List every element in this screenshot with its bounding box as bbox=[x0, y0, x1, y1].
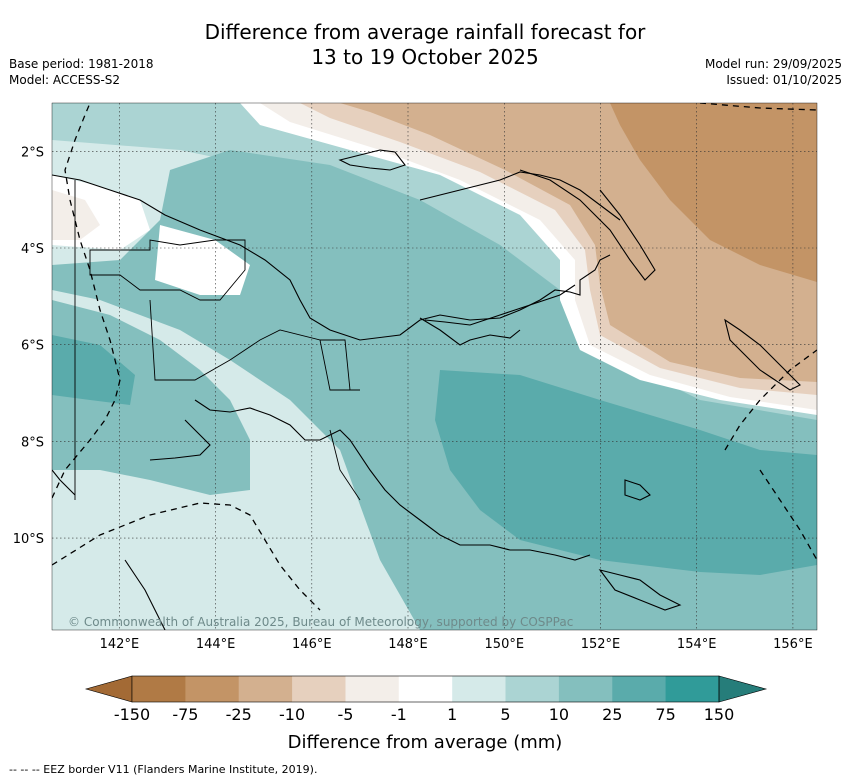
south-west-coast bbox=[149, 419, 211, 461]
province-border-3 bbox=[320, 339, 351, 391]
colorbar-swatch bbox=[398, 676, 453, 702]
borders bbox=[74, 180, 361, 501]
colorbar-swatch bbox=[185, 676, 240, 702]
new-guinea-north-coast bbox=[52, 174, 611, 341]
chart-title: Difference from average rainfall forecas… bbox=[0, 20, 850, 70]
colorbar-swatch bbox=[452, 676, 506, 702]
model-run: Model run: 29/09/2025 bbox=[704, 57, 842, 71]
lon-tick-label: 150°E bbox=[485, 637, 525, 652]
colorbar-frame bbox=[131, 675, 720, 703]
lon-tick-label: 156°E bbox=[773, 637, 813, 652]
eez-north-east bbox=[699, 103, 817, 111]
band-25-to-75-east bbox=[435, 370, 817, 575]
colorbar-tick-label: -25 bbox=[226, 705, 252, 724]
new-guinea-south-coast bbox=[194, 399, 591, 561]
band-near-zero-inland bbox=[155, 225, 250, 295]
coastlines bbox=[52, 149, 801, 630]
colorbar-swatch bbox=[345, 676, 400, 702]
colorbar-tick-label: 75 bbox=[655, 705, 675, 724]
lon-tick-label: 148°E bbox=[388, 637, 428, 652]
new-ireland bbox=[519, 169, 656, 281]
colorbar-title: Difference from average (mm) bbox=[288, 732, 563, 753]
manus-island bbox=[338, 149, 406, 171]
louisiade-archipelago bbox=[598, 569, 682, 611]
province-border-1 bbox=[89, 239, 246, 301]
colorbar-tick-label: 25 bbox=[602, 705, 622, 724]
colorbar-tick-label: -10 bbox=[279, 705, 305, 724]
lat-tick-label: 8°S bbox=[21, 435, 44, 450]
colorbar-extend-high bbox=[718, 675, 768, 703]
new-britain bbox=[419, 171, 621, 221]
latitude-labels: 2°S 4°S 6°S 8°S 10°S bbox=[13, 145, 44, 547]
west-coast bbox=[52, 469, 76, 496]
lon-tick-label: 152°E bbox=[581, 637, 621, 652]
base-period: Base period: 1981-2018 bbox=[9, 57, 154, 71]
colorbar-swatch bbox=[292, 676, 346, 702]
colorbar: -150 -75 -25 -10 -5 -1 1 5 10 25 75 150 bbox=[84, 675, 768, 724]
colorbar-extend-low bbox=[84, 675, 133, 703]
colorbar-tick-label: 5 bbox=[500, 705, 510, 724]
eez-borders bbox=[52, 103, 817, 611]
band-minus-5-west bbox=[52, 190, 100, 240]
colorbar-swatch bbox=[665, 676, 720, 702]
copyright-notice: © Commonwealth of Australia 2025, Bureau… bbox=[68, 615, 573, 629]
huon-coast bbox=[419, 317, 521, 346]
issued-date: Issued: 01/10/2025 bbox=[726, 73, 842, 87]
lat-tick-label: 6°S bbox=[21, 339, 44, 354]
province-border-2 bbox=[149, 299, 360, 391]
colorbar-swatch bbox=[238, 676, 293, 702]
bougainville bbox=[724, 318, 801, 391]
woodlark-island bbox=[624, 479, 651, 501]
colorbar-tick-label: -150 bbox=[114, 705, 150, 724]
lat-tick-label: 4°S bbox=[21, 242, 44, 257]
colorbar-tick-label: 10 bbox=[549, 705, 569, 724]
colorbar-swatch bbox=[505, 676, 560, 702]
lon-tick-label: 146°E bbox=[292, 637, 332, 652]
map-frame bbox=[51, 102, 818, 631]
cape-york bbox=[124, 559, 166, 630]
eez-east bbox=[724, 349, 817, 451]
model-name: Model: ACCESS-S2 bbox=[9, 73, 121, 87]
lon-tick-label: 144°E bbox=[196, 637, 236, 652]
colorbar-swatch bbox=[612, 676, 667, 702]
gridlines bbox=[52, 103, 817, 630]
band-25-to-75-west bbox=[52, 335, 135, 405]
lon-tick-label: 142°E bbox=[100, 637, 140, 652]
colorbar-tick-label: 150 bbox=[704, 705, 735, 724]
lon-tick-label: 154°E bbox=[677, 637, 717, 652]
map-area bbox=[52, 103, 817, 630]
eez-west bbox=[52, 103, 121, 499]
new-britain-south bbox=[424, 284, 576, 326]
lat-tick-label: 2°S bbox=[21, 145, 44, 160]
eez-south bbox=[52, 502, 321, 611]
band-minus-75-to-minus-25 bbox=[610, 103, 817, 282]
eez-legend: -- -- -- EEZ border V11 (Flanders Marine… bbox=[9, 763, 318, 776]
longitude-labels: 142°E 144°E 146°E 148°E 150°E 152°E 154°E 156°E bbox=[100, 637, 813, 652]
colorbar-tick-label: 1 bbox=[447, 705, 457, 724]
eez-south-east bbox=[759, 469, 817, 561]
colorbar-swatch bbox=[558, 676, 613, 702]
title-line-1: Difference from average rainfall forecas… bbox=[204, 20, 646, 44]
colorbar-tick-label: -5 bbox=[338, 705, 354, 724]
title-line-2: 13 to 19 October 2025 bbox=[311, 45, 539, 69]
province-border-4 bbox=[329, 429, 361, 501]
colorbar-swatch bbox=[132, 676, 186, 702]
colorbar-tick-label: -75 bbox=[172, 705, 198, 724]
lat-tick-label: 10°S bbox=[13, 532, 44, 547]
meta-left: Base period: 1981-2018 Model: ACCESS-S2 bbox=[9, 56, 154, 88]
colorbar-tick-label: -1 bbox=[391, 705, 407, 724]
meta-right: Model run: 29/09/2025 Issued: 01/10/2025 bbox=[705, 56, 842, 88]
